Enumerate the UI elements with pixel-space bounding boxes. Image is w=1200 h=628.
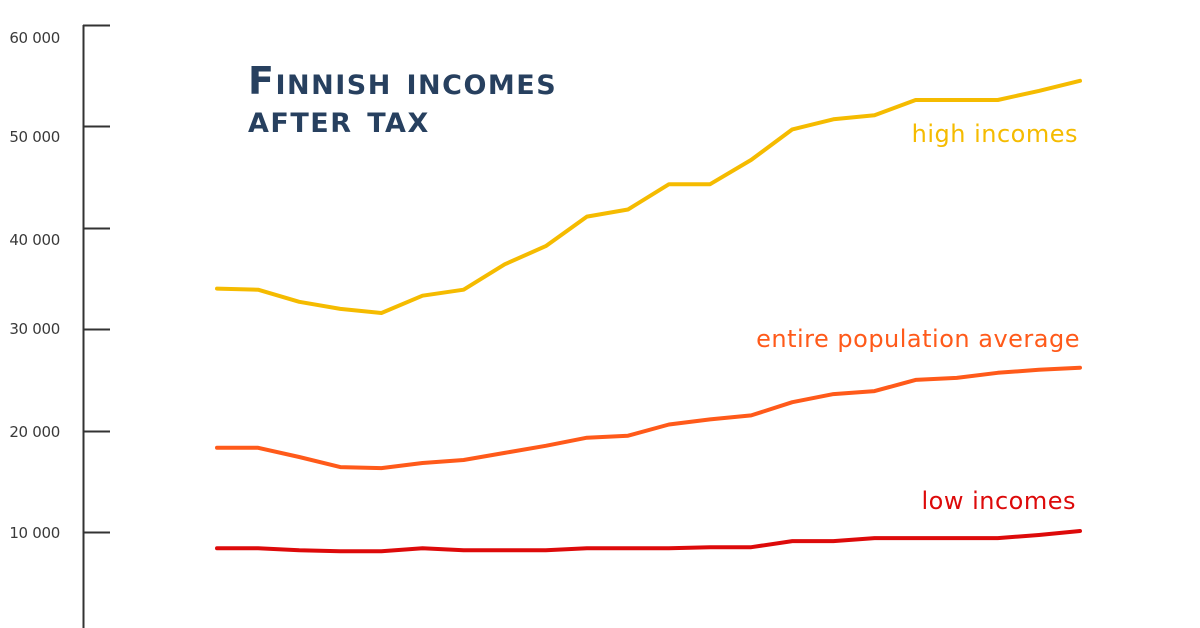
chart-title-line-1: Finnish incomes: [248, 59, 558, 103]
y-tick-label: 60 000: [9, 29, 60, 47]
y-tick-label: 20 000: [9, 423, 60, 441]
y-tick-label: 50 000: [9, 128, 60, 146]
chart-title: Finnish incomes after tax: [248, 62, 557, 138]
series-line-low-incomes: [215, 529, 1082, 554]
series-label-population-average: entire population average: [756, 325, 1080, 353]
chart-title-line-2: after tax: [248, 97, 430, 141]
y-tick-label: 10 000: [9, 524, 60, 542]
series-line-population-average: [215, 365, 1082, 471]
y-tick-label: 40 000: [9, 231, 60, 249]
series-label-low-incomes: low incomes: [921, 487, 1076, 515]
series-line-high-incomes: [215, 78, 1082, 315]
y-tick-label: 30 000: [9, 320, 60, 338]
y-axis-ticks: [83, 24, 110, 534]
series-label-high-incomes: high incomes: [911, 120, 1078, 148]
